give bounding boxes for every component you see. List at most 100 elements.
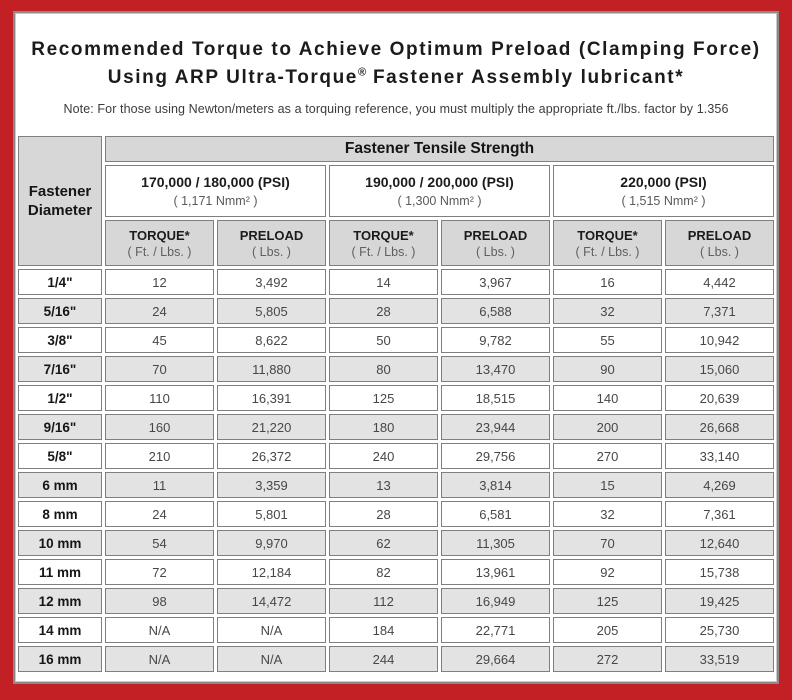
preload-value-cell: 16,949 — [441, 588, 550, 614]
preload-value-cell: 25,730 — [665, 617, 774, 643]
preload-value-cell: 21,220 — [217, 414, 326, 440]
fastener-diameter-header-line1: Fastener — [28, 182, 92, 200]
preload-value-cell: 9,782 — [441, 327, 550, 353]
preload-value-cell: 33,519 — [665, 646, 774, 672]
preload-value-cell: 29,756 — [441, 443, 550, 469]
table-row: 5/8" 210 26,372 240 29,756 270 33,140 — [18, 443, 774, 469]
torque-value-cell: 244 — [329, 646, 438, 672]
preload-value-cell: 6,581 — [441, 501, 550, 527]
page-title-line2: Using ARP Ultra-Torque® Fastener Assembl… — [108, 64, 684, 92]
preload-value-cell: 19,425 — [665, 588, 774, 614]
column-label: PRELOAD — [463, 227, 528, 243]
fastener-diameter-cell: 1/4" — [18, 269, 102, 295]
fastener-diameter-cell: 5/16" — [18, 298, 102, 324]
torque-value-cell: N/A — [105, 617, 214, 643]
torque-value-cell: 80 — [329, 356, 438, 382]
fastener-diameter-cell: 3/8" — [18, 327, 102, 353]
preload-value-cell: 18,515 — [441, 385, 550, 411]
psi-value: 220,000 (PSI) — [620, 174, 707, 190]
psi-value: 190,000 / 200,000 (PSI) — [365, 174, 514, 190]
column-unit: ( Ft. / Lbs. ) — [127, 244, 192, 259]
preload-value-cell: 5,801 — [217, 501, 326, 527]
torque-value-cell: 240 — [329, 443, 438, 469]
title-line2-prefix: Using ARP Ultra-Torque — [107, 66, 358, 88]
preload-value-cell: 11,880 — [217, 356, 326, 382]
preload-value-cell: 29,664 — [441, 646, 550, 672]
torque-column-header: TORQUE* ( Ft. / Lbs. ) — [105, 220, 214, 266]
preload-value-cell: 26,668 — [665, 414, 774, 440]
preload-value-cell: 12,184 — [217, 559, 326, 585]
preload-value-cell: N/A — [217, 646, 326, 672]
title-line2-suffix: Fastener Assembly lubricant* — [366, 66, 685, 88]
table-row: 10 mm 54 9,970 62 11,305 70 12,640 — [18, 530, 774, 556]
preload-value-cell: 5,805 — [217, 298, 326, 324]
fastener-diameter-cell: 7/16" — [18, 356, 102, 382]
preload-value-cell: 3,967 — [441, 269, 550, 295]
table-row: 14 mm N/A N/A 184 22,771 205 25,730 — [18, 617, 774, 643]
table-row: 3/8" 45 8,622 50 9,782 55 10,942 — [18, 327, 774, 353]
column-label: PRELOAD — [687, 227, 752, 243]
torque-value-cell: 62 — [329, 530, 438, 556]
column-unit: ( Lbs. ) — [700, 244, 739, 259]
column-label: PRELOAD — [239, 227, 304, 243]
preload-value-cell: 9,970 — [217, 530, 326, 556]
torque-value-cell: 92 — [553, 559, 662, 585]
fastener-diameter-header-line2: Diameter — [27, 202, 93, 219]
preload-value-cell: 16,391 — [217, 385, 326, 411]
preload-value-cell: 3,814 — [441, 472, 550, 498]
column-label: TORQUE* — [353, 227, 414, 243]
preload-value-cell: 3,492 — [217, 269, 326, 295]
torque-value-cell: 45 — [105, 327, 214, 353]
registered-trademark-symbol: ® — [357, 66, 367, 79]
fastener-diameter-cell: 9/16" — [18, 414, 102, 440]
torque-value-cell: 55 — [553, 327, 662, 353]
page-title-line1: Recommended Torque to Achieve Optimum Pr… — [31, 38, 761, 60]
fastener-diameter-cell: 8 mm — [18, 501, 102, 527]
column-unit: ( Ft. / Lbs. ) — [575, 244, 640, 259]
fastener-diameter-cell: 5/8" — [18, 443, 102, 469]
torque-value-cell: 125 — [329, 385, 438, 411]
torque-value-cell: 50 — [329, 327, 438, 353]
torque-value-cell: 28 — [329, 501, 438, 527]
preload-value-cell: 15,060 — [665, 356, 774, 382]
torque-value-cell: 125 — [553, 588, 662, 614]
table-row: 5/16" 24 5,805 28 6,588 32 7,371 — [18, 298, 774, 324]
preload-value-cell: 15,738 — [665, 559, 774, 585]
preload-value-cell: 4,269 — [665, 472, 774, 498]
table-body: 1/4" 12 3,492 14 3,967 16 4,442 5/16" 24 5,805 28 6… — [18, 269, 774, 672]
psi-header-190-200: 190,000 / 200,000 (PSI) ( 1,300 Nmm² ) — [329, 165, 550, 217]
preload-value-cell: 33,140 — [665, 443, 774, 469]
preload-value-cell: 8,622 — [217, 327, 326, 353]
fastener-diameter-cell: 14 mm — [18, 617, 102, 643]
table-row: 16 mm N/A N/A 244 29,664 272 33,519 — [18, 646, 774, 672]
torque-value-cell: 70 — [105, 356, 214, 382]
preload-column-header: PRELOAD ( Lbs. ) — [217, 220, 326, 266]
preload-value-cell: 13,961 — [441, 559, 550, 585]
psi-header-row: 170,000 / 180,000 (PSI) ( 1,171 Nmm² ) 1… — [18, 165, 774, 217]
torque-value-cell: 70 — [553, 530, 662, 556]
content-frame: Recommended Torque to Achieve Optimum Pr… — [13, 11, 779, 684]
column-unit: ( Lbs. ) — [252, 244, 291, 259]
table-row: 1/2" 110 16,391 125 18,515 140 20,639 — [18, 385, 774, 411]
table-row: 8 mm 24 5,801 28 6,581 32 7,361 — [18, 501, 774, 527]
torque-value-cell: 180 — [329, 414, 438, 440]
preload-value-cell: N/A — [217, 617, 326, 643]
torque-value-cell: 210 — [105, 443, 214, 469]
preload-column-header: PRELOAD ( Lbs. ) — [665, 220, 774, 266]
torque-value-cell: 15 — [553, 472, 662, 498]
preload-column-header: PRELOAD ( Lbs. ) — [441, 220, 550, 266]
table-head: Fastener Diameter Fastener Tensile Stren… — [18, 136, 774, 266]
torque-value-cell: 14 — [329, 269, 438, 295]
torque-value-cell: 90 — [553, 356, 662, 382]
torque-value-cell: 12 — [105, 269, 214, 295]
table-row: 1/4" 12 3,492 14 3,967 16 4,442 — [18, 269, 774, 295]
table-row: 7/16" 70 11,880 80 13,470 90 15,060 — [18, 356, 774, 382]
fastener-diameter-header: Fastener Diameter — [18, 136, 102, 266]
torque-value-cell: 205 — [553, 617, 662, 643]
preload-value-cell: 13,470 — [441, 356, 550, 382]
torque-column-header: TORQUE* ( Ft. / Lbs. ) — [553, 220, 662, 266]
fastener-diameter-cell: 11 mm — [18, 559, 102, 585]
torque-value-cell: 16 — [553, 269, 662, 295]
torque-column-header: TORQUE* ( Ft. / Lbs. ) — [329, 220, 438, 266]
torque-value-cell: 32 — [553, 298, 662, 324]
